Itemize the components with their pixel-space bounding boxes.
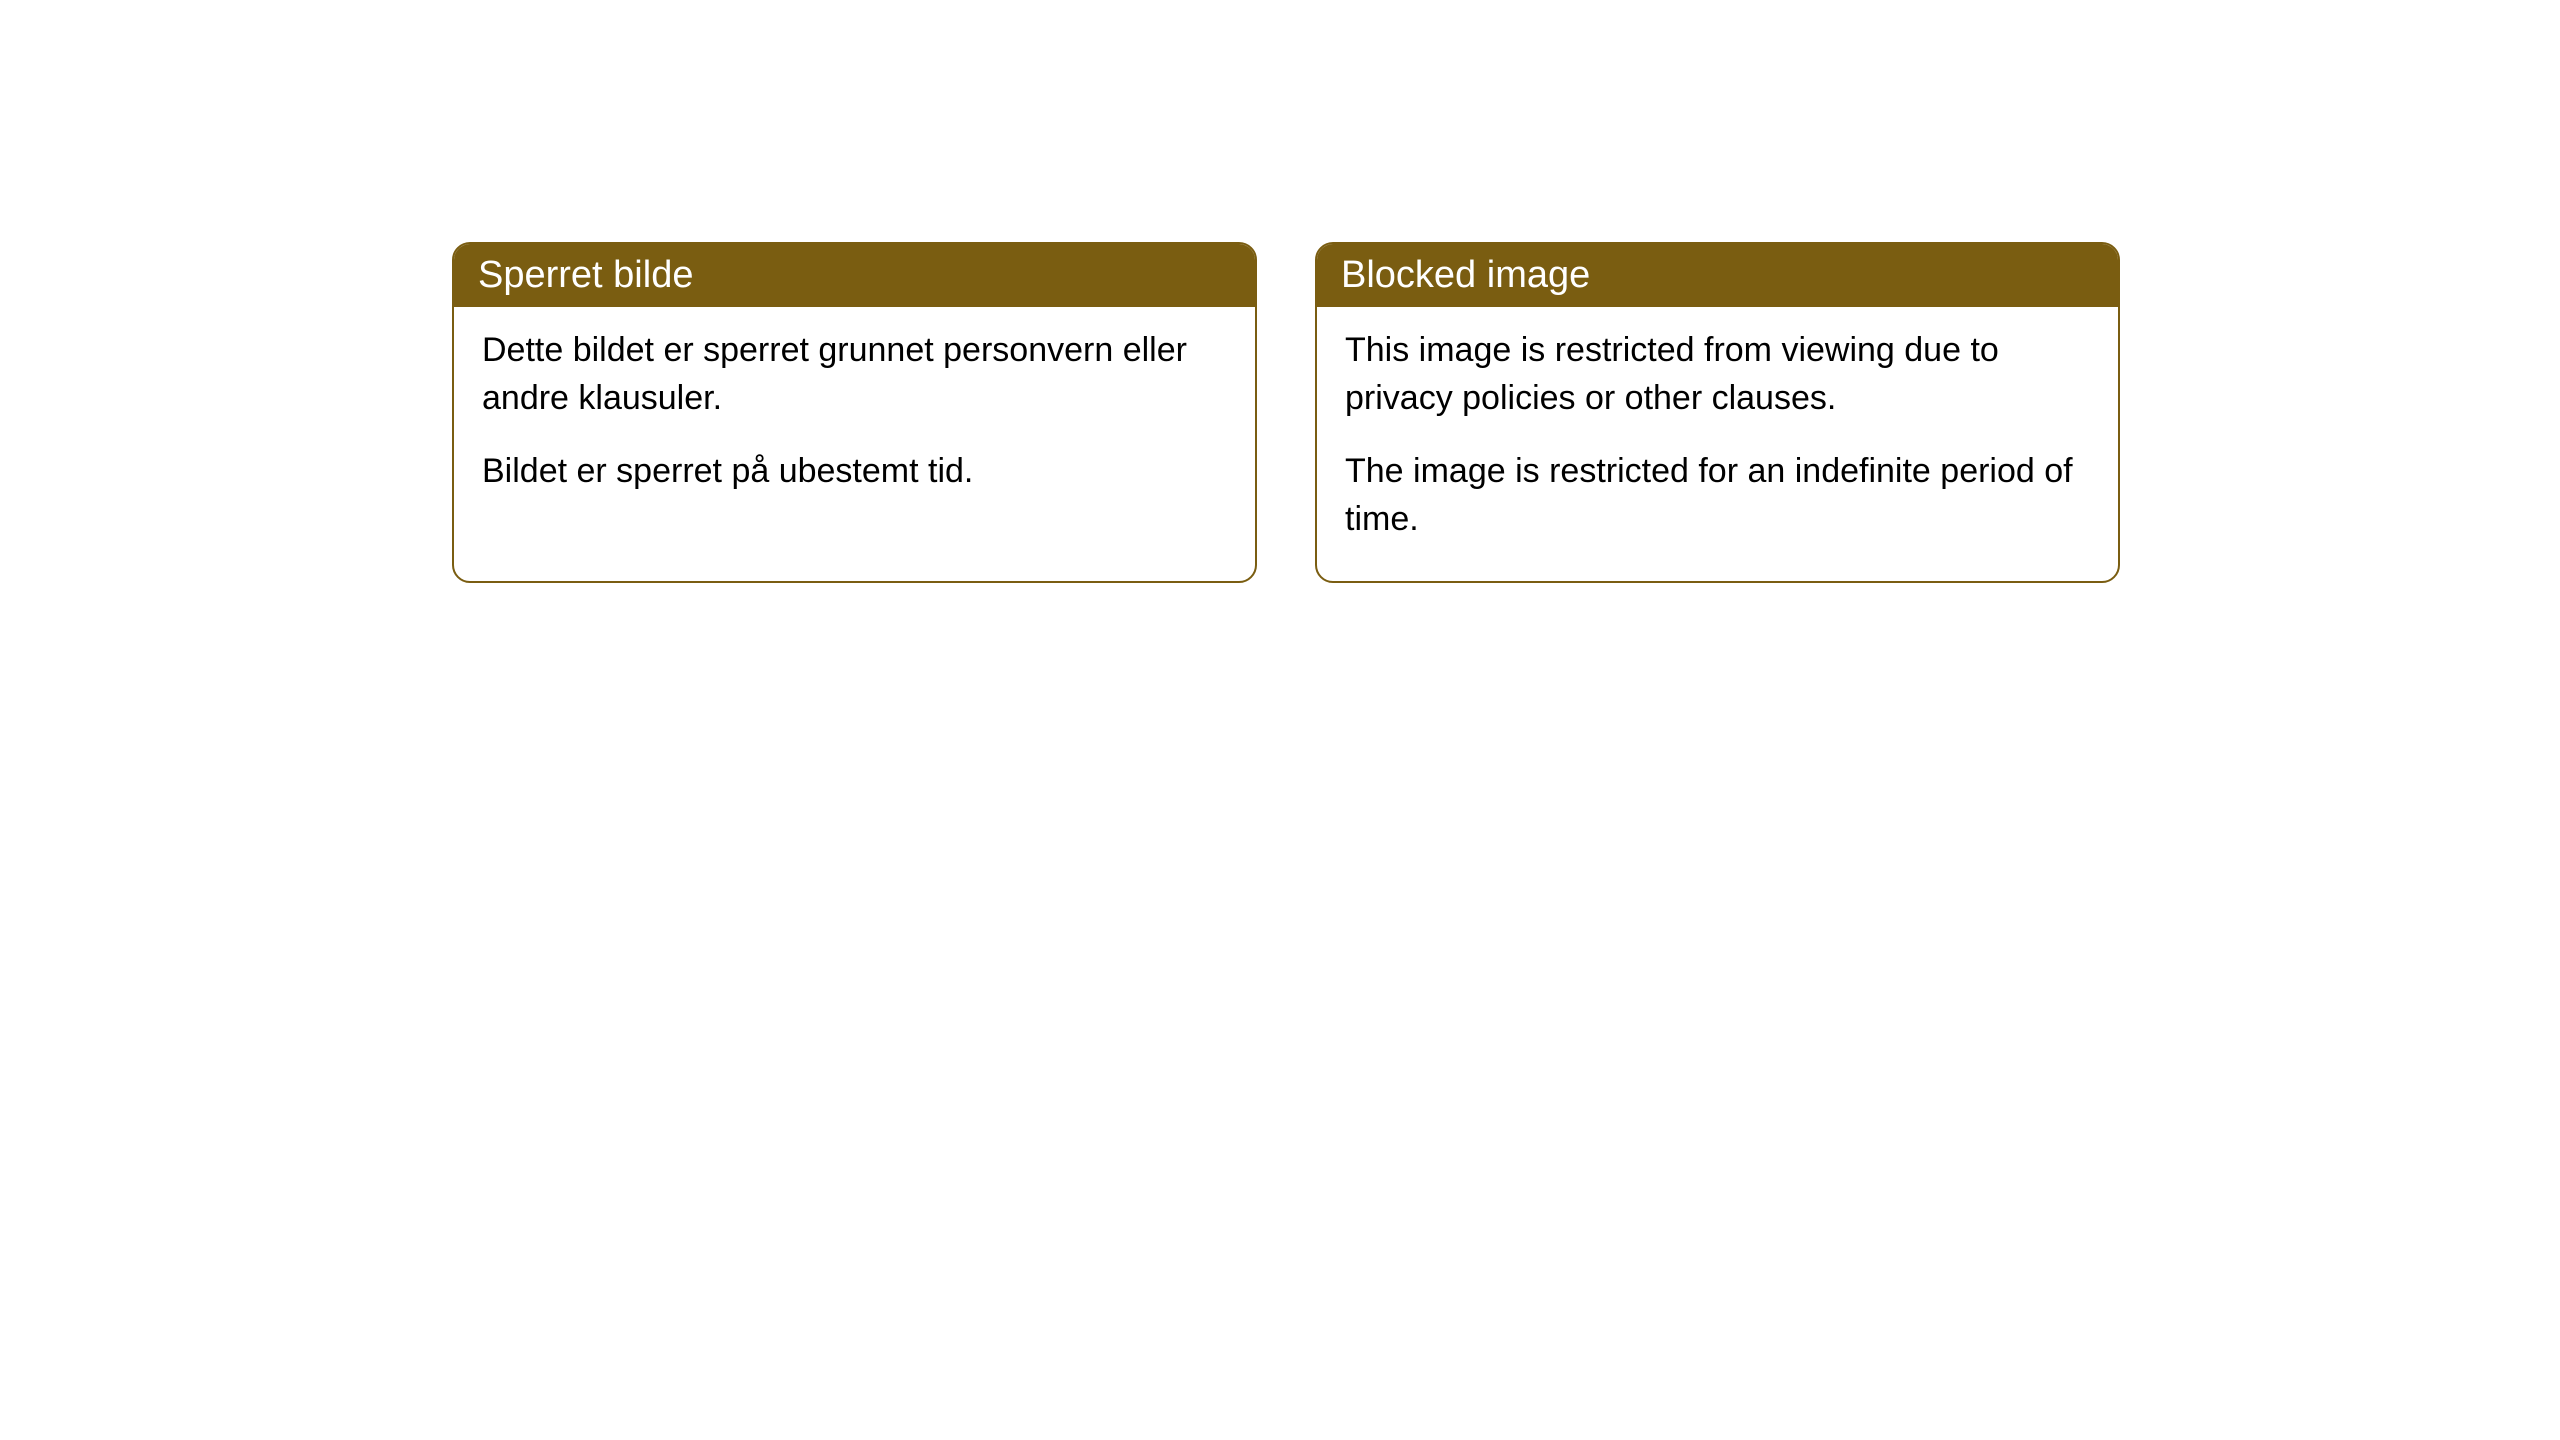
- card-text-line: This image is restricted from viewing du…: [1345, 327, 2090, 422]
- card-header-english: Blocked image: [1317, 244, 2118, 307]
- card-text-line: The image is restricted for an indefinit…: [1345, 448, 2090, 543]
- notice-card-norwegian: Sperret bilde Dette bildet er sperret gr…: [452, 242, 1257, 583]
- notice-cards-container: Sperret bilde Dette bildet er sperret gr…: [452, 242, 2120, 583]
- card-text-line: Dette bildet er sperret grunnet personve…: [482, 327, 1227, 422]
- card-header-norwegian: Sperret bilde: [454, 244, 1255, 307]
- card-text-line: Bildet er sperret på ubestemt tid.: [482, 448, 1227, 496]
- card-body-english: This image is restricted from viewing du…: [1317, 307, 2118, 581]
- notice-card-english: Blocked image This image is restricted f…: [1315, 242, 2120, 583]
- card-body-norwegian: Dette bildet er sperret grunnet personve…: [454, 307, 1255, 534]
